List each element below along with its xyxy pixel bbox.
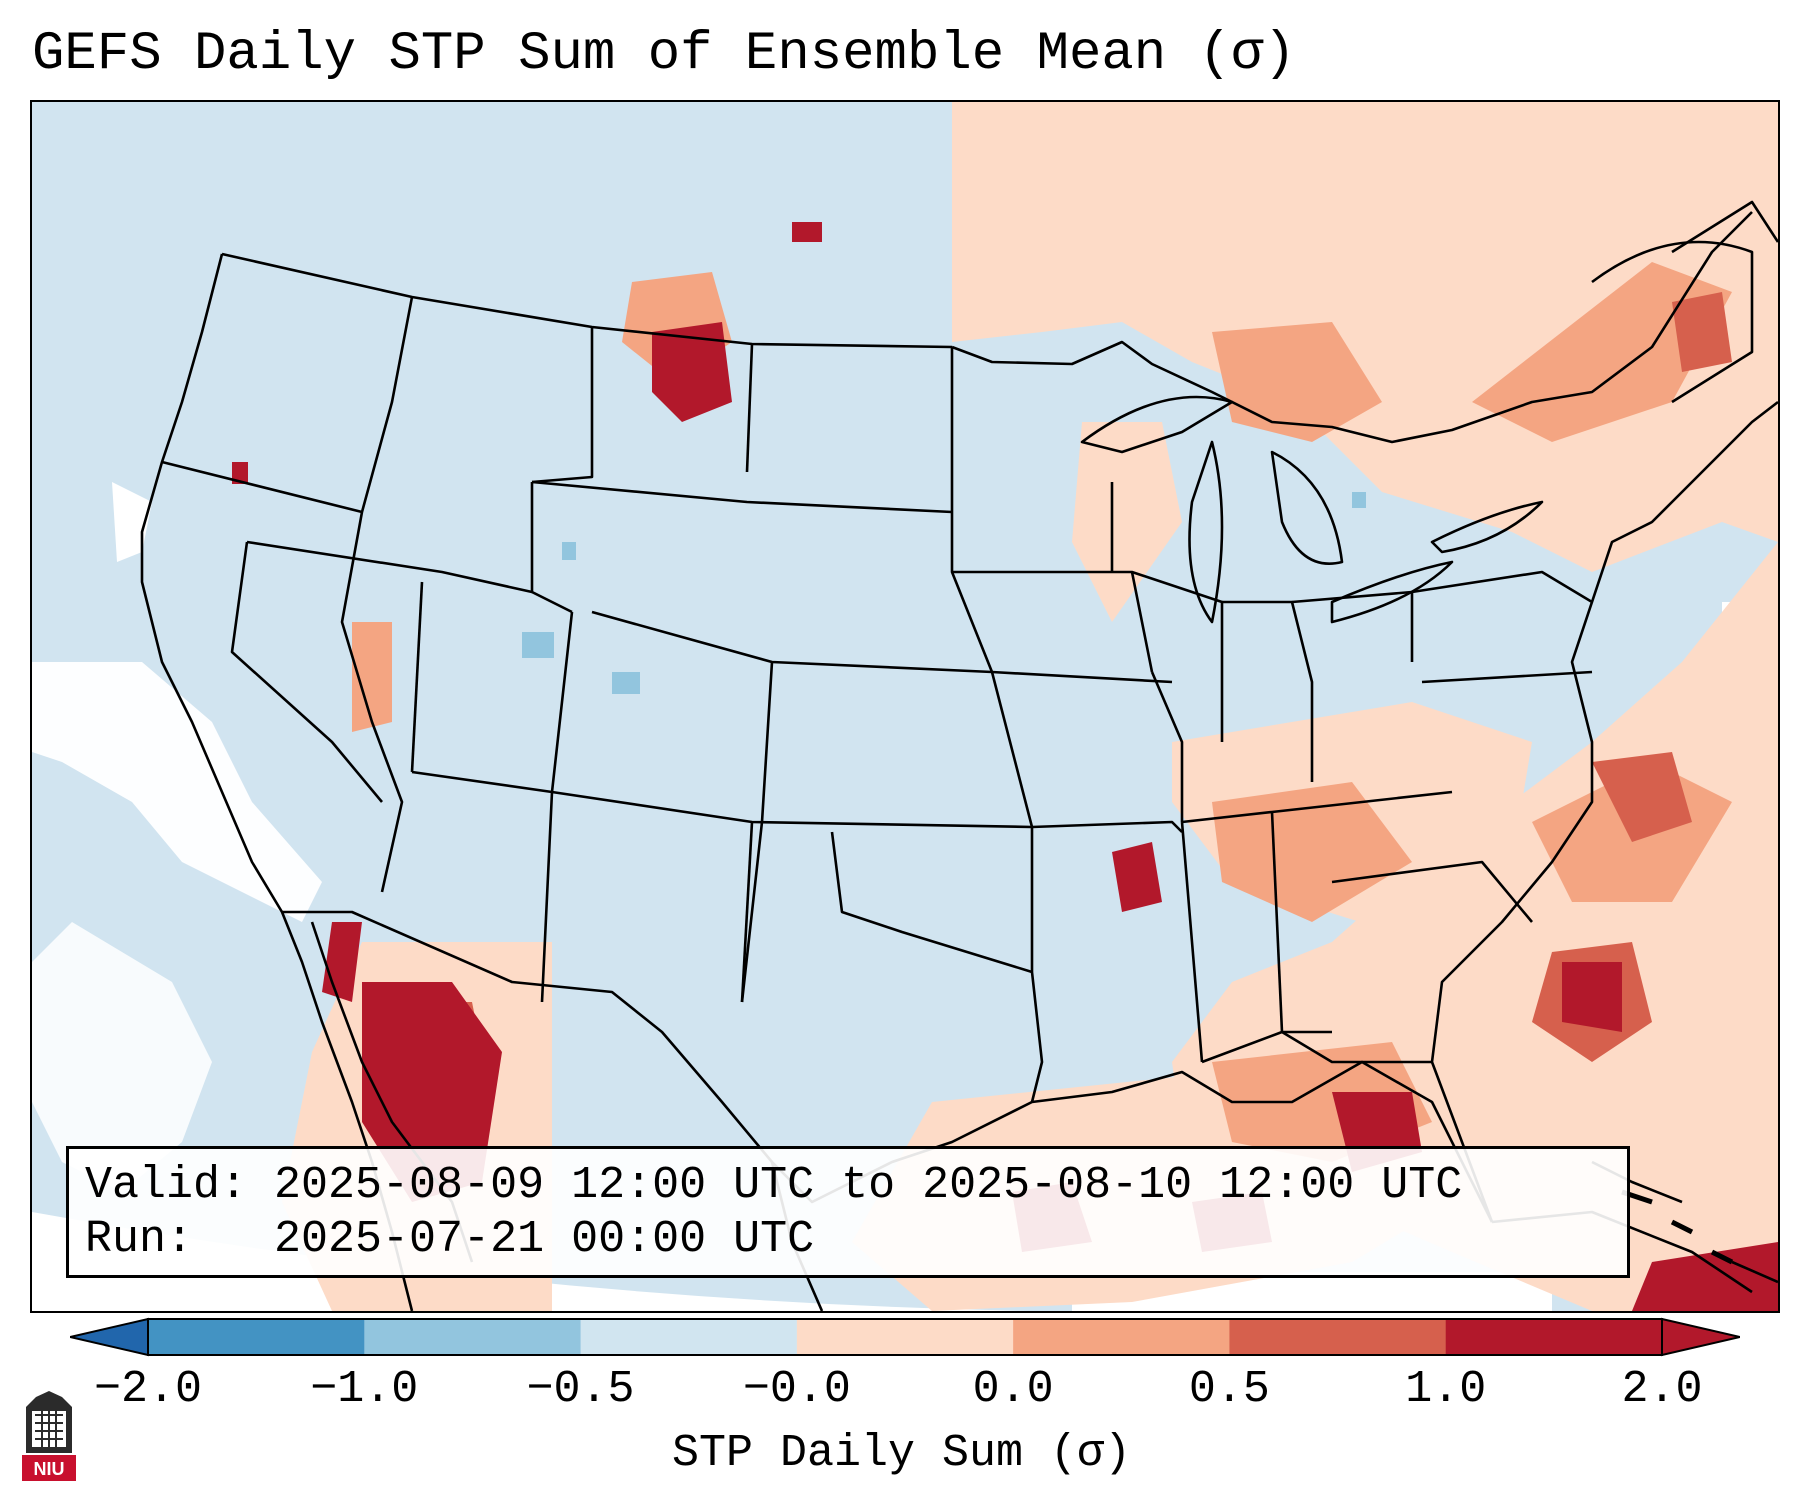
colorbar-tick-label: 1.0 [1405, 1364, 1487, 1415]
colorbar-tick-label: 0.0 [972, 1364, 1054, 1415]
valid-run-info-box: Valid: 2025-08-09 12:00 UTC to 2025-08-1… [66, 1146, 1630, 1278]
colorbar-segment [1445, 1319, 1663, 1355]
map-panel [30, 100, 1780, 1313]
colorbar-segment [148, 1319, 365, 1355]
run-time-text: Run: 2025-07-21 00:00 UTC [85, 1214, 815, 1265]
colorbar-tick-label: −2.0 [93, 1364, 203, 1415]
colorbar-under-extension [70, 1317, 149, 1357]
colorbar-segment [364, 1319, 582, 1355]
logo-text: NIU [34, 1459, 65, 1479]
colorbar-segments [148, 1319, 1663, 1355]
colorbar-segment [1013, 1319, 1230, 1355]
colorbar [70, 1317, 1740, 1357]
boundaries [140, 200, 1778, 1311]
colorbar-segment [580, 1319, 798, 1355]
colorbar-tick-label: −0.5 [526, 1364, 635, 1415]
colorbar-tick-label: 0.5 [1188, 1364, 1270, 1415]
colorbar-tick-label: −0.0 [742, 1364, 851, 1415]
colorbar-tick-label: 2.0 [1621, 1364, 1703, 1415]
colorbar-tick-labels: −2.0 −1.0 −0.5 −0.0 0.0 0.5 1.0 2.0 [0, 1362, 1803, 1422]
colorbar-tick-label: −1.0 [310, 1364, 419, 1415]
colorbar-over-extension [1661, 1317, 1740, 1357]
colorbar-segment [1229, 1319, 1447, 1355]
colorbar-segment [796, 1319, 1014, 1355]
valid-time-text: Valid: 2025-08-09 12:00 UTC to 2025-08-1… [85, 1160, 1463, 1211]
anomaly-negative [522, 492, 1366, 694]
niu-logo-icon: NIU [22, 1391, 76, 1481]
chart-title: GEFS Daily STP Sum of Ensemble Mean (σ) [32, 24, 1296, 85]
colorbar-label: STP Daily Sum (σ) [671, 1428, 1132, 1479]
stp-map [32, 102, 1778, 1311]
